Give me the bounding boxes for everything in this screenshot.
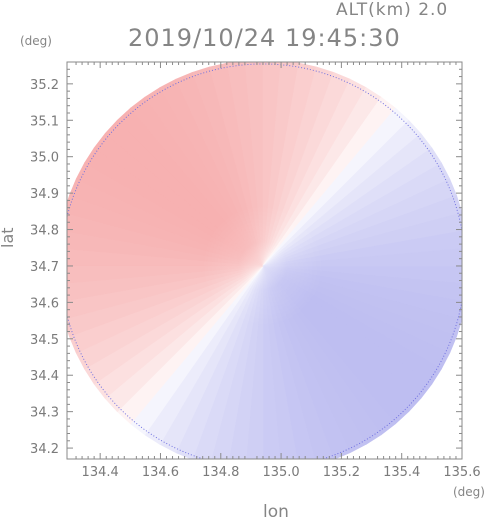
- x-tick-label: 134.8: [202, 465, 239, 480]
- axes: 34.2 34.3 34.4 34.5 34.6 34.7 34.8 34.9 35.0 35.1…: [30, 61, 481, 480]
- y-tick-label: 34.9: [30, 187, 59, 202]
- x-tick-label: 134.6: [142, 465, 179, 480]
- y-tick-label: 34.4: [30, 369, 59, 384]
- y-tick-label: 35.1: [30, 114, 59, 129]
- x-tick-label: 134.4: [82, 465, 119, 480]
- x-tick-label: 135.2: [323, 465, 360, 480]
- y-tick-label: 34.3: [30, 406, 59, 421]
- x-axis-unit: (deg): [453, 485, 485, 499]
- x-axis-label: lon: [263, 502, 289, 522]
- y-tick-label: 34.2: [30, 442, 59, 457]
- y-tick-label: 34.5: [30, 333, 59, 348]
- y-tick-label: 35.0: [30, 151, 59, 166]
- y-tick-label: 34.7: [30, 260, 59, 275]
- center-fade: [67, 64, 462, 459]
- x-tick-label: 135.6: [443, 465, 480, 480]
- timestamp-title: 2019/10/24 19:45:30: [128, 24, 401, 52]
- plot-area: [67, 62, 462, 459]
- y-tick-label: 34.6: [30, 296, 59, 311]
- altitude-label: ALT(km) 2.0: [336, 0, 449, 20]
- y-tick-label: 35.2: [30, 78, 59, 93]
- x-tick-label: 135.0: [262, 465, 299, 480]
- x-tick-label: 135.4: [383, 465, 420, 480]
- y-axis-unit: (deg): [20, 34, 52, 48]
- plot-frame: [66, 61, 463, 460]
- y-tick-label: 34.8: [30, 224, 59, 239]
